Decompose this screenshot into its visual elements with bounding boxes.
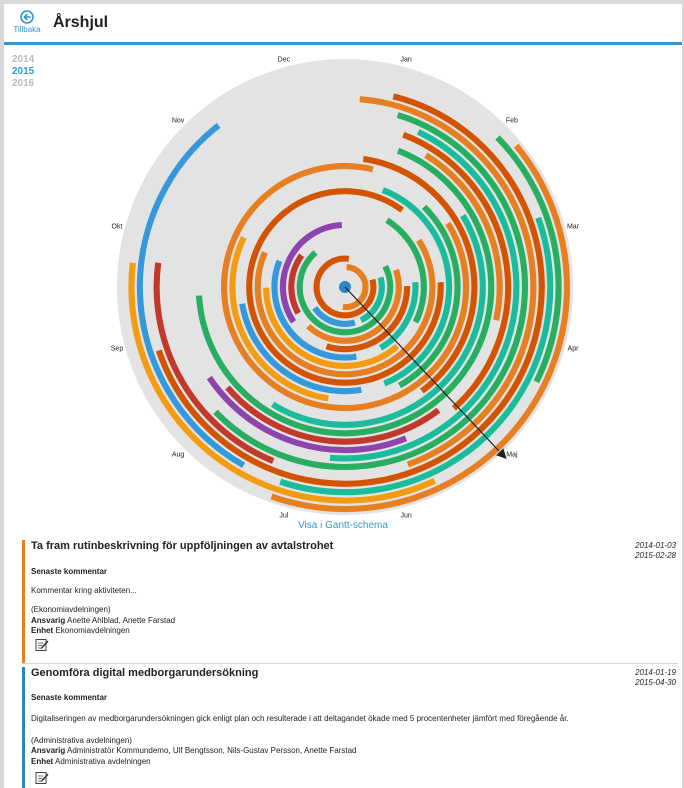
month-label: Jan (400, 57, 411, 64)
activity-arc[interactable] (312, 306, 356, 327)
activity-arc[interactable] (495, 135, 562, 384)
month-label: Jun (400, 513, 411, 519)
activity-end-date: 2015-02-28 (635, 551, 676, 560)
activity-end-date: 2015-04-30 (635, 678, 676, 687)
month-label: Aug (172, 451, 185, 458)
responsible-row: Ansvarig Administratör Kommundemo, Ulf B… (31, 746, 356, 755)
activity-arc[interactable] (153, 262, 275, 464)
activity-arc[interactable] (136, 122, 246, 468)
month-label: Dec (278, 57, 291, 64)
edit-icon[interactable] (35, 638, 49, 652)
comment-text: Kommentar kring aktiviteten... (31, 586, 137, 595)
month-label: Apr (568, 346, 580, 353)
pointer-arrowhead (496, 448, 507, 459)
activity-arc[interactable] (254, 238, 436, 378)
unit-value: Ekonomiavdelningen (55, 626, 130, 635)
responsible-value: Anette Ahlblad, Anette Farstad (67, 616, 176, 625)
app-frame: Tillbaka Årshjul 2014 2015 2016 Jan Feb Ma… (4, 4, 682, 788)
activity-arc[interactable] (378, 281, 419, 351)
activity-title: Genomföra digital medborgarundersökning (31, 667, 259, 679)
edit-icon[interactable] (35, 771, 49, 785)
back-button[interactable]: Tillbaka (9, 10, 45, 34)
activity-arc[interactable] (239, 303, 362, 395)
activity-arc[interactable] (398, 204, 461, 389)
activity-arc[interactable] (342, 264, 369, 311)
activity-arc[interactable] (206, 375, 408, 454)
unit-row: Enhet Administrativa avdelningen (31, 757, 151, 766)
back-label[interactable]: Tillbaka (13, 25, 41, 34)
activity-arc[interactable] (329, 129, 520, 462)
activity-arc[interactable] (325, 286, 411, 353)
unit-label: Enhet (31, 626, 54, 635)
department: (Ekonomiavdelningen) (31, 605, 111, 614)
activity-arc[interactable] (402, 131, 512, 411)
activity-start-date: 2014-01-19 (635, 668, 676, 677)
activity-arc[interactable] (271, 259, 357, 361)
activity-arc[interactable] (229, 236, 329, 402)
activity-title: Ta fram rutinbeskrivning för uppföljning… (31, 540, 334, 552)
comment-heading: Senaste kommentar (31, 693, 108, 702)
activity-arc[interactable] (279, 216, 554, 496)
activity-arc[interactable] (270, 143, 570, 513)
activity-arc[interactable] (195, 147, 495, 437)
activity-dates: 2014-01-19 2015-04-30 (635, 668, 676, 688)
activity-arc[interactable] (296, 250, 394, 336)
activity-arc[interactable] (385, 217, 427, 324)
gantt-link[interactable]: Visa i Gantt-schema (4, 520, 682, 531)
activity-card: Genomföra digital medborgarundersökning … (22, 667, 678, 788)
pointer-arrow (344, 286, 507, 459)
header: Tillbaka Årshjul (4, 4, 682, 45)
activity-arc[interactable] (221, 163, 470, 412)
activity-arc[interactable] (288, 253, 305, 315)
activity-dates: 2014-01-03 2015-02-28 (635, 541, 676, 561)
activity-card: Ta fram rutinbeskrivning för uppföljning… (22, 540, 678, 664)
page-title: Årshjul (53, 14, 109, 31)
unit-label: Enhet (31, 757, 54, 766)
activity-arc[interactable] (246, 188, 444, 386)
divider (22, 663, 678, 664)
responsible-value: Administratör Kommundemo, Ulf Bengtsson,… (67, 746, 357, 755)
activity-arc[interactable] (424, 152, 503, 321)
year-selector: 2014 2015 2016 (12, 54, 34, 90)
year-wheel: Jan Feb Mar Apr Maj Jun Jul Aug Sep Okt Nov Dec (111, 57, 580, 519)
department: (Administrativa avdelningen) (31, 736, 132, 745)
activity-color-bar (22, 667, 25, 788)
gantt-link-text[interactable]: Visa i Gantt-schema (298, 520, 388, 531)
activity-arc[interactable] (263, 287, 400, 369)
unit-row: Enhet Ekonomiavdelningen (31, 626, 130, 635)
month-label: Mar (567, 223, 580, 230)
month-label: Nov (172, 118, 185, 125)
activity-arc[interactable] (362, 155, 478, 394)
responsible-row: Ansvarig Anette Ahlblad, Anette Farstad (31, 616, 175, 625)
year-option-2014[interactable]: 2014 (12, 54, 35, 65)
month-label: Jul (279, 513, 288, 519)
activity-arc[interactable] (381, 187, 453, 387)
responsible-label: Ansvarig (31, 746, 66, 755)
responsible-label: Ansvarig (31, 616, 66, 625)
activity-arc[interactable] (128, 262, 436, 504)
activity-arc[interactable] (225, 385, 441, 445)
back-arrow-icon (20, 10, 34, 24)
activity-color-bar (22, 540, 25, 664)
activity-arc[interactable] (213, 112, 528, 471)
year-option-2015[interactable]: 2015 (12, 66, 35, 77)
year-option-2016[interactable]: 2016 (12, 78, 35, 89)
unit-value: Administrativa avdelningen (55, 757, 151, 766)
activity-start-date: 2014-01-03 (635, 541, 676, 550)
month-label: Maj (506, 451, 518, 458)
activity-arc[interactable] (155, 93, 545, 487)
activity-arc[interactable] (313, 255, 377, 319)
pointer-line (344, 286, 500, 452)
activity-arc[interactable] (306, 268, 402, 344)
activity-arc[interactable] (271, 213, 486, 428)
activity-arc[interactable] (359, 276, 385, 323)
activity-arc[interactable] (279, 221, 342, 324)
month-label: Feb (506, 118, 518, 125)
month-label: Sep (111, 346, 124, 353)
comment-heading: Senaste kommentar (31, 567, 108, 576)
comment-text: Digitaliseringen av medborgarundersöknin… (31, 714, 569, 723)
month-label: Okt (112, 223, 123, 230)
